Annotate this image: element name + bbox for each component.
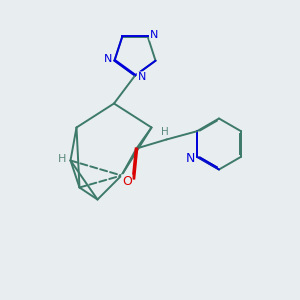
Text: N: N — [186, 152, 195, 165]
Text: N: N — [150, 30, 158, 40]
Text: N: N — [104, 54, 112, 64]
Text: O: O — [122, 175, 132, 188]
Text: N: N — [137, 72, 146, 82]
Text: H: H — [161, 127, 169, 137]
Text: H: H — [58, 154, 66, 164]
